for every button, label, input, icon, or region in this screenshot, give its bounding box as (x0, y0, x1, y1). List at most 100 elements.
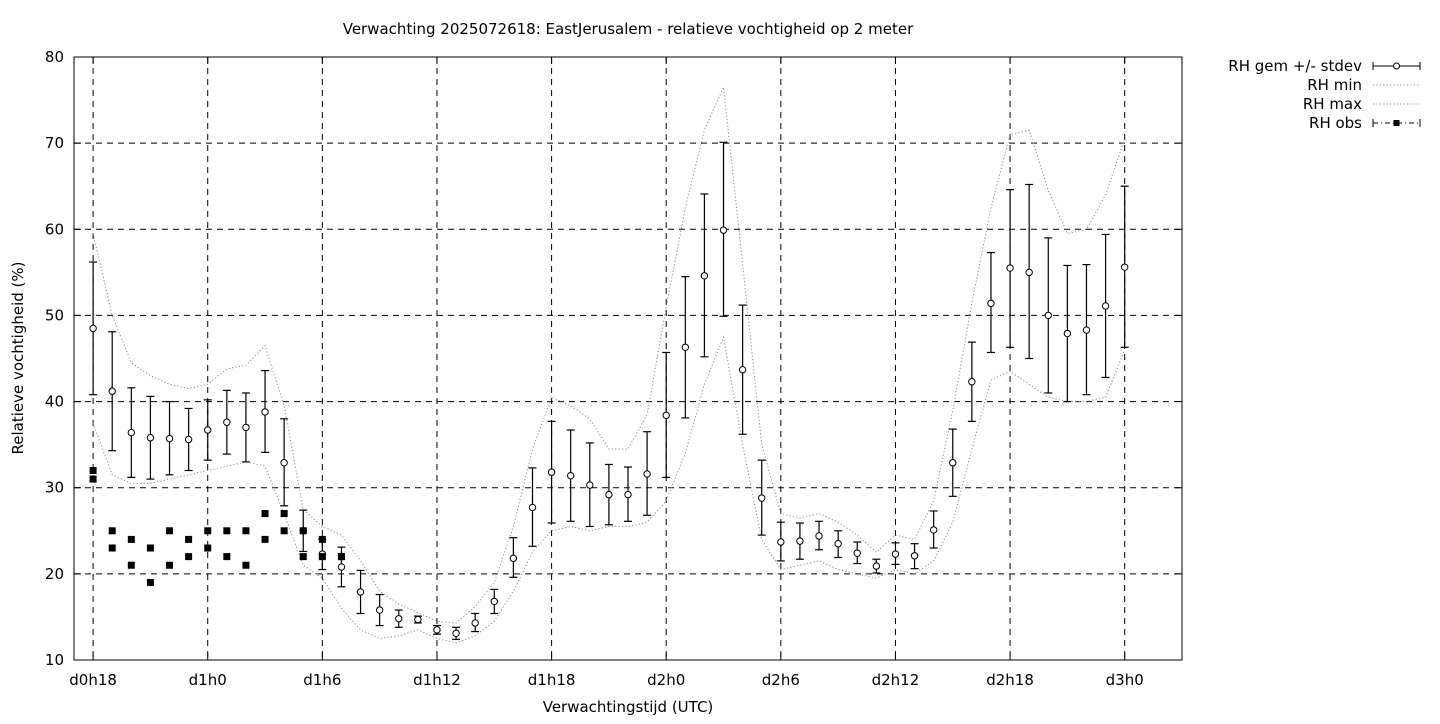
rh-mean-point (1006, 264, 1014, 272)
rh-obs-point (299, 527, 307, 535)
rh-mean-point (796, 537, 804, 545)
rh-mean-point (872, 562, 881, 570)
y-axis-label: Relatieve vochtigheid (%) (9, 261, 27, 454)
x-axis-label: Verwachtingstijd (UTC) (543, 698, 714, 716)
rh-obs-point (299, 553, 307, 561)
rh-mean-point (1101, 302, 1110, 310)
y-tick-label: 70 (45, 134, 64, 152)
y-tick-label: 40 (45, 393, 64, 411)
rh-mean-point (987, 299, 995, 308)
rh-mean-point (375, 606, 384, 614)
rh-mean-point (815, 532, 823, 540)
rh-mean-point (681, 343, 690, 352)
y-tick-label: 60 (45, 220, 64, 238)
rh-obs-point (261, 535, 269, 543)
y-tick-label: 50 (45, 306, 64, 324)
rh-mean-point (395, 614, 403, 623)
rh-obs-point (280, 510, 288, 518)
rh-mean-point (204, 426, 212, 434)
rh-obs-point (127, 561, 135, 569)
x-tick-label: d3h0 (1106, 671, 1144, 689)
rh-mean-point (356, 588, 365, 596)
rh-mean-point (242, 423, 250, 432)
rh-obs-point (166, 561, 174, 569)
rh-mean-point (624, 490, 632, 499)
rh-mean-point (261, 408, 269, 416)
rh-mean-point (127, 428, 136, 437)
rh-obs-point (185, 553, 193, 561)
x-tick-label: d1h0 (189, 671, 227, 689)
rh-mean-point (547, 468, 556, 476)
rh-obs-point (185, 535, 193, 543)
x-tick-label: d2h0 (647, 671, 685, 689)
rh-mean-point (777, 538, 785, 546)
rh-obs-point (108, 544, 116, 552)
rh-mean-point (184, 435, 193, 444)
rh-obs-point (204, 527, 212, 535)
rh-mean-point (891, 550, 900, 558)
rh-mean-point (471, 619, 479, 627)
min-max-lines (92, 85, 1126, 644)
rh-obs-point (337, 553, 345, 561)
rh-obs-point (89, 466, 97, 474)
rh-mean-point (1120, 263, 1129, 271)
rh-obs-point (146, 544, 154, 552)
rh-obs-point (318, 535, 326, 543)
observation-series (89, 466, 345, 586)
rh-obs-point (166, 527, 174, 535)
chart-title: Verwachting 2025072618: EastJerusalem - … (343, 20, 914, 38)
rh-mean-point (719, 226, 728, 234)
rh-mean-point (1082, 326, 1091, 334)
legend-label: RH min (1307, 76, 1362, 94)
y-tick-label: 80 (45, 48, 64, 66)
x-tick-label: d2h6 (762, 671, 800, 689)
rh-obs-point (242, 527, 250, 535)
rh-obs-point (108, 527, 116, 535)
rh-obs-point (204, 544, 212, 552)
legend-circle-marker (1393, 62, 1400, 70)
rh-obs-point (242, 561, 250, 569)
rh-mean-point (165, 434, 174, 443)
rh-mean-point (433, 626, 441, 634)
rh-mean-point (108, 387, 116, 395)
rh-mean-point (280, 459, 288, 467)
rh-mean-point (89, 324, 97, 333)
rh-mean-point (929, 526, 938, 534)
x-tick-label: d1h6 (303, 671, 341, 689)
rh-obs-point (261, 510, 269, 518)
rh-mean-point (758, 494, 766, 502)
rh-mean-point (509, 554, 518, 563)
x-tick-label: d1h12 (413, 671, 461, 689)
rh-mean-point (643, 470, 651, 478)
rh-obs-point (318, 553, 326, 561)
rh-mean-point (528, 503, 537, 512)
rh-mean-point (1044, 311, 1052, 320)
rh-mean-point (490, 597, 498, 606)
rh-mean-point (1025, 268, 1033, 277)
rh-mean-point (910, 552, 919, 560)
rh-mean-point (662, 411, 670, 420)
grid-lines (74, 57, 1182, 660)
rh-max-line (92, 85, 1126, 624)
rh-mean-point (146, 434, 155, 442)
legend-square-marker (1393, 120, 1400, 126)
rh-mean-point (566, 471, 575, 480)
plot-area-border (73, 56, 1183, 661)
rh-obs-point (127, 535, 135, 543)
rh-obs-point (146, 578, 154, 586)
rh-obs-point (223, 527, 231, 535)
y-tick-label: 10 (45, 651, 64, 669)
x-tick-label: d0h18 (69, 671, 117, 689)
rh-obs-point (89, 475, 97, 483)
errorbar-series (89, 141, 1129, 640)
rh-mean-point (586, 481, 594, 489)
rh-mean-point (968, 378, 976, 386)
rh-mean-point (337, 563, 346, 571)
legend-label: RH obs (1309, 114, 1362, 132)
y-tick-label: 30 (45, 479, 64, 497)
x-tick-label: d1h18 (528, 671, 576, 689)
rh-mean-point (223, 418, 231, 426)
